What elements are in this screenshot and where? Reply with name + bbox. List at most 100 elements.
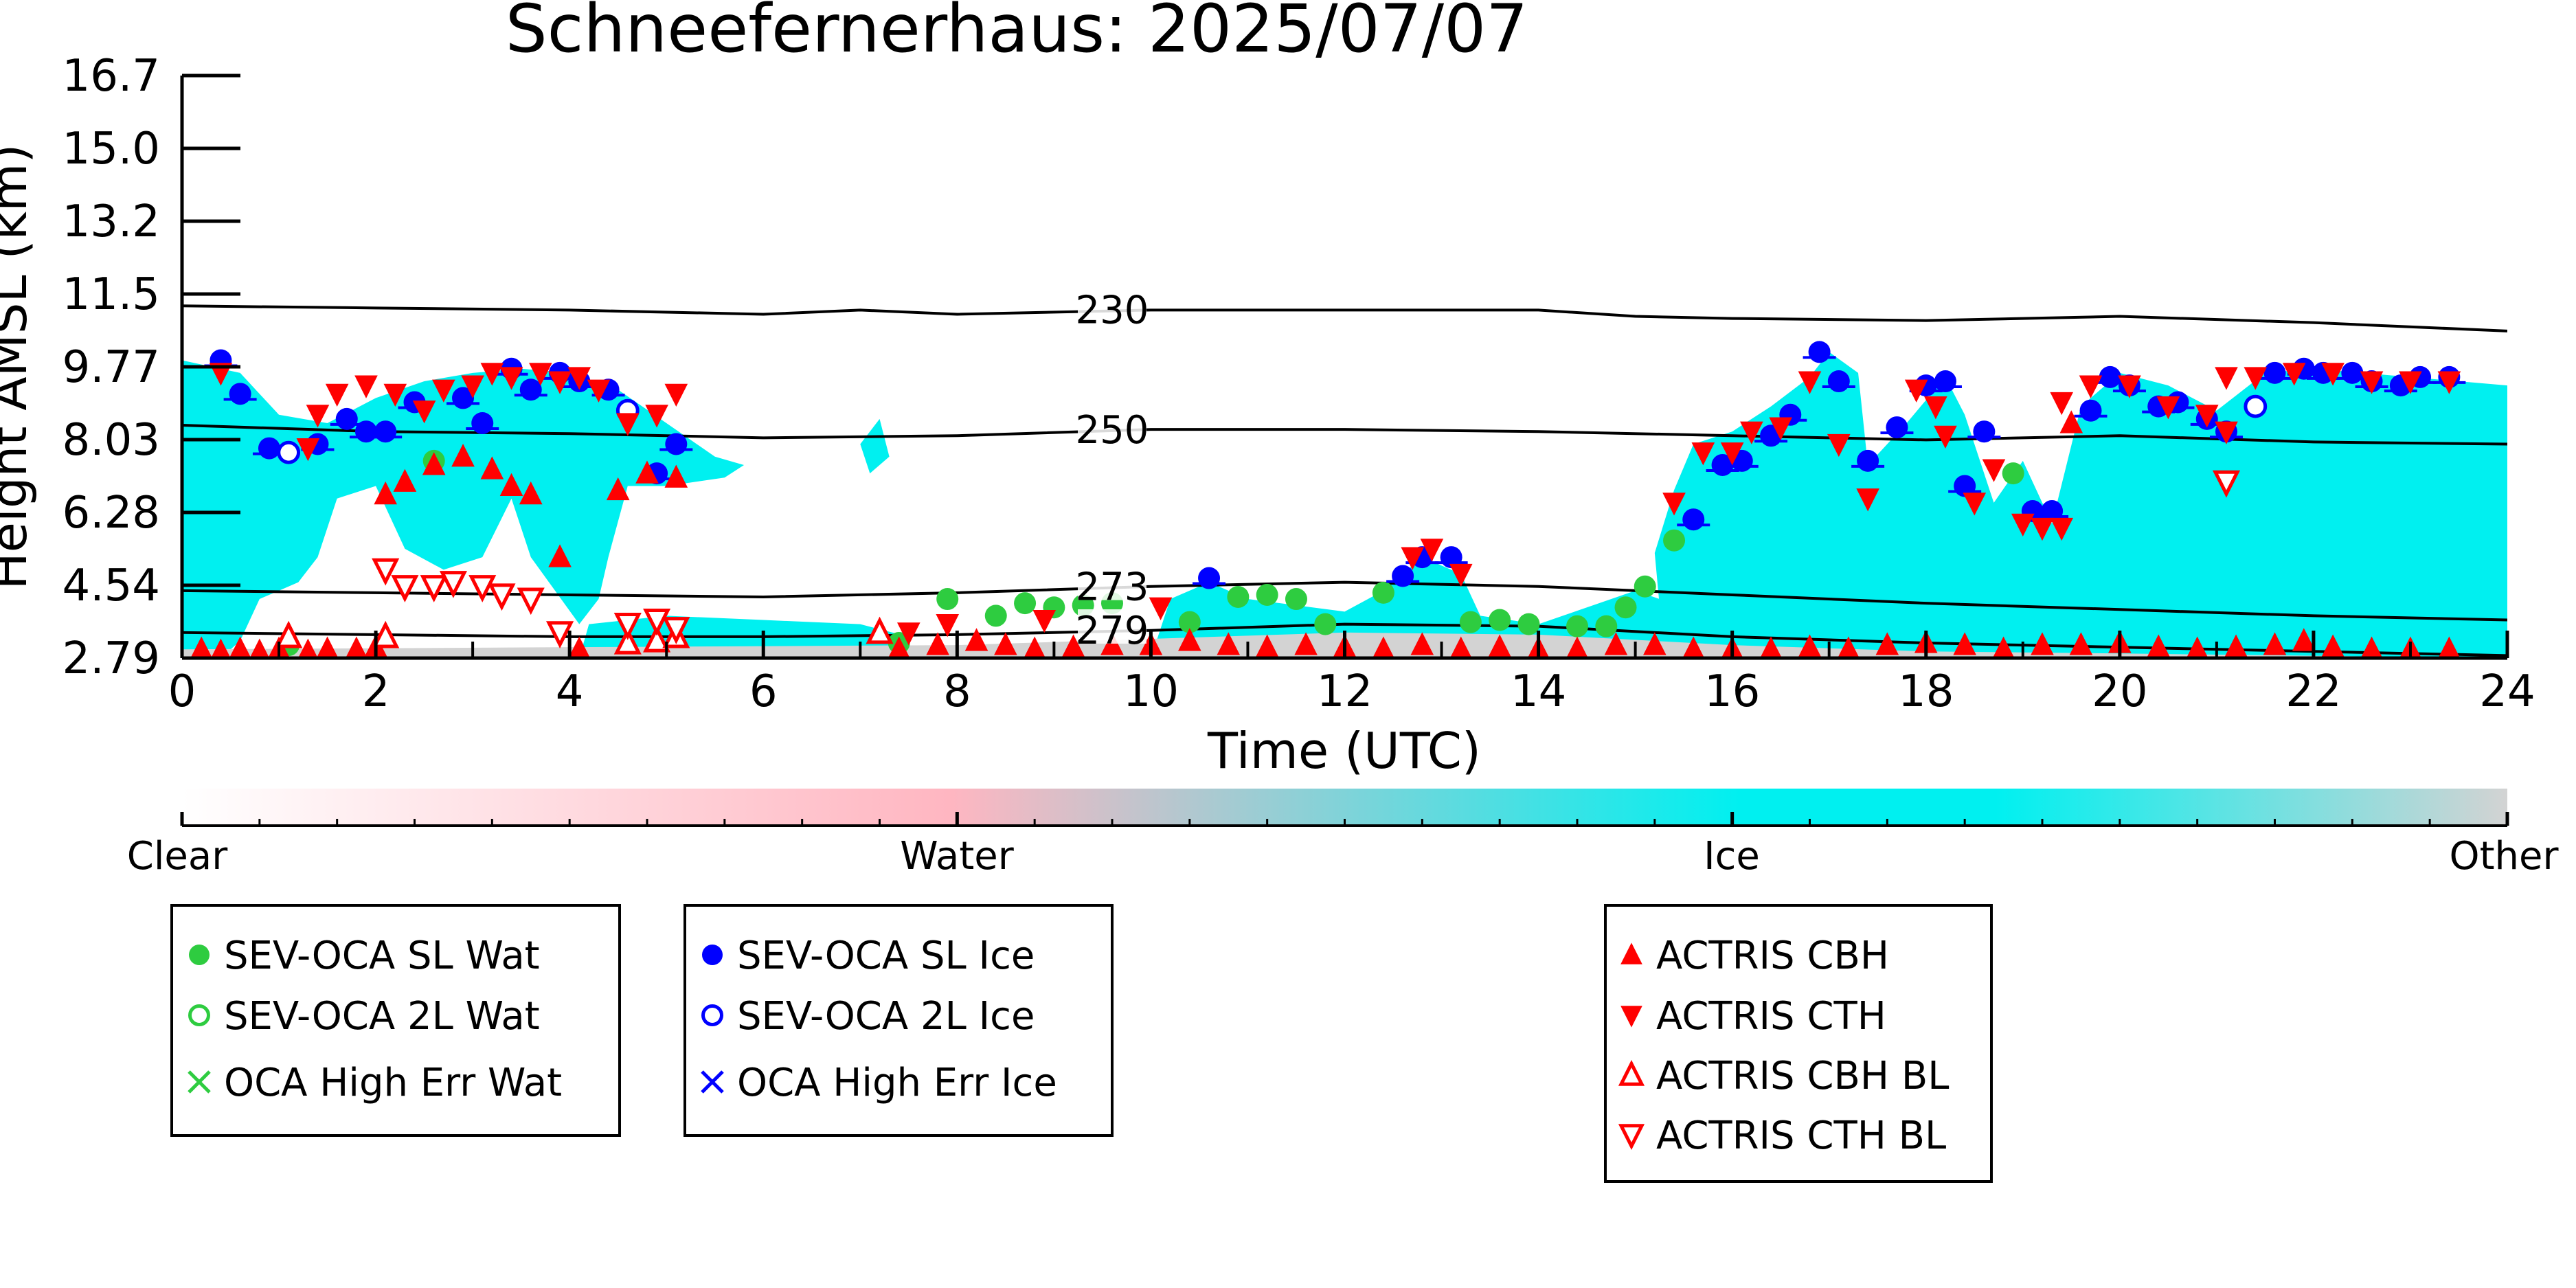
data-point — [420, 575, 448, 602]
data-point — [1720, 442, 1744, 466]
data-point — [2031, 517, 2054, 541]
x-tick-label: 18 — [1898, 666, 1954, 717]
data-point — [1614, 596, 1637, 619]
isotherm-label: 250 — [1076, 408, 1149, 453]
data-point — [1459, 611, 1482, 633]
data-point — [1449, 636, 1472, 658]
data-point — [866, 616, 894, 644]
legend-marker — [1618, 1124, 1645, 1151]
legend-item: ACTRIS CTH BL — [1618, 1114, 1946, 1158]
data-point — [1178, 611, 1201, 633]
legend: SEV-OCA SL Wat SEV-OCA 2L Wat OCA High Err… — [170, 904, 1993, 1183]
x-tick-label: 6 — [749, 666, 778, 717]
data-point — [480, 456, 504, 479]
legend-label: SEV-OCA SL Ice — [737, 934, 1035, 978]
x-tick-label: 22 — [2285, 666, 2341, 717]
data-point — [1449, 563, 1473, 587]
series-actris-cbh — [190, 410, 2461, 658]
x-tick-label: 12 — [1317, 666, 1372, 717]
data-point — [2195, 405, 2219, 428]
colorbar-label-other: Other — [2449, 834, 2559, 879]
data-point — [335, 407, 358, 430]
data-point — [1392, 565, 1414, 587]
isotherm-230 — [182, 304, 2507, 332]
data-point — [529, 363, 552, 386]
data-point — [643, 624, 671, 653]
data-point — [1227, 585, 1250, 608]
data-point — [2069, 632, 2093, 655]
data-point — [936, 588, 959, 611]
data-point — [1595, 615, 1618, 637]
y-tick-label: 8.03 — [63, 415, 161, 466]
data-point — [1401, 547, 1425, 570]
data-point — [1934, 370, 1956, 393]
data-point — [1711, 453, 1734, 476]
data-point — [662, 617, 690, 644]
data-point — [306, 405, 330, 428]
data-point — [548, 371, 572, 394]
data-point — [393, 468, 417, 492]
legend-box-actris — [1604, 904, 1993, 1183]
isotherm-label-bg — [1078, 565, 1146, 600]
data-point — [1682, 636, 1705, 658]
colorbar-label-water: Water — [900, 834, 1015, 879]
data-point — [1149, 597, 1173, 620]
isotherm-label-bg — [1078, 609, 1146, 644]
data-point — [1857, 449, 1879, 472]
data-point — [1808, 341, 1831, 363]
data-point — [548, 544, 572, 567]
series-actris-cth — [209, 363, 2461, 646]
data-point — [888, 636, 910, 658]
colorbar-label-ice: Ice — [1704, 834, 1760, 879]
data-point — [615, 413, 640, 436]
data-point — [488, 583, 516, 611]
data-point — [1856, 488, 1879, 512]
data-point — [480, 363, 504, 386]
data-point — [325, 383, 349, 407]
data-point — [1100, 632, 1124, 655]
data-point — [1963, 493, 1987, 516]
ice-region — [860, 418, 890, 474]
data-point — [345, 636, 368, 658]
data-point — [1886, 416, 1908, 439]
legend-label: OCA High Err Ice — [737, 1061, 1057, 1105]
data-point — [499, 473, 523, 497]
data-point — [190, 636, 213, 658]
data-point — [2050, 392, 2074, 416]
legend-marker — [1620, 942, 1642, 964]
data-point — [2282, 363, 2306, 386]
x-tick-label: 10 — [1123, 666, 1179, 717]
data-point — [1643, 632, 1667, 655]
data-point — [1973, 420, 1996, 443]
data-point — [2050, 517, 2074, 541]
data-point — [229, 383, 251, 405]
data-point — [211, 638, 231, 658]
colorbar-label-clear: Clear — [127, 834, 228, 879]
data-point — [2215, 421, 2238, 444]
data-point — [1924, 396, 1947, 420]
data-point — [372, 620, 400, 648]
data-point — [664, 383, 688, 407]
y-tick-label: 6.28 — [63, 488, 161, 539]
series-actris-cth-bl — [372, 470, 2241, 648]
data-point — [372, 558, 400, 586]
data-point — [2099, 365, 2121, 388]
data-point — [1178, 628, 1201, 651]
data-point — [1489, 609, 1511, 631]
data-point — [468, 575, 497, 602]
data-point — [316, 636, 339, 658]
x-ticks: 0 2 4 6 8 10 12 14 16 18 20 22 24 — [168, 631, 2535, 717]
data-point — [275, 620, 303, 648]
data-point — [1691, 442, 1715, 466]
y-tick-label: 2.79 — [63, 633, 161, 684]
y-tick-label: 11.5 — [63, 269, 161, 320]
data-point — [2212, 470, 2241, 498]
legend-label: ACTRIS CBH — [1656, 934, 1889, 978]
x-axis-label: Time (UTC) — [1207, 722, 1481, 780]
data-point — [926, 632, 949, 655]
data-point — [645, 405, 668, 428]
colorbar-ticks — [180, 812, 2509, 826]
data-point — [1798, 371, 1822, 394]
data-point — [1566, 615, 1588, 637]
data-point — [2360, 371, 2384, 394]
